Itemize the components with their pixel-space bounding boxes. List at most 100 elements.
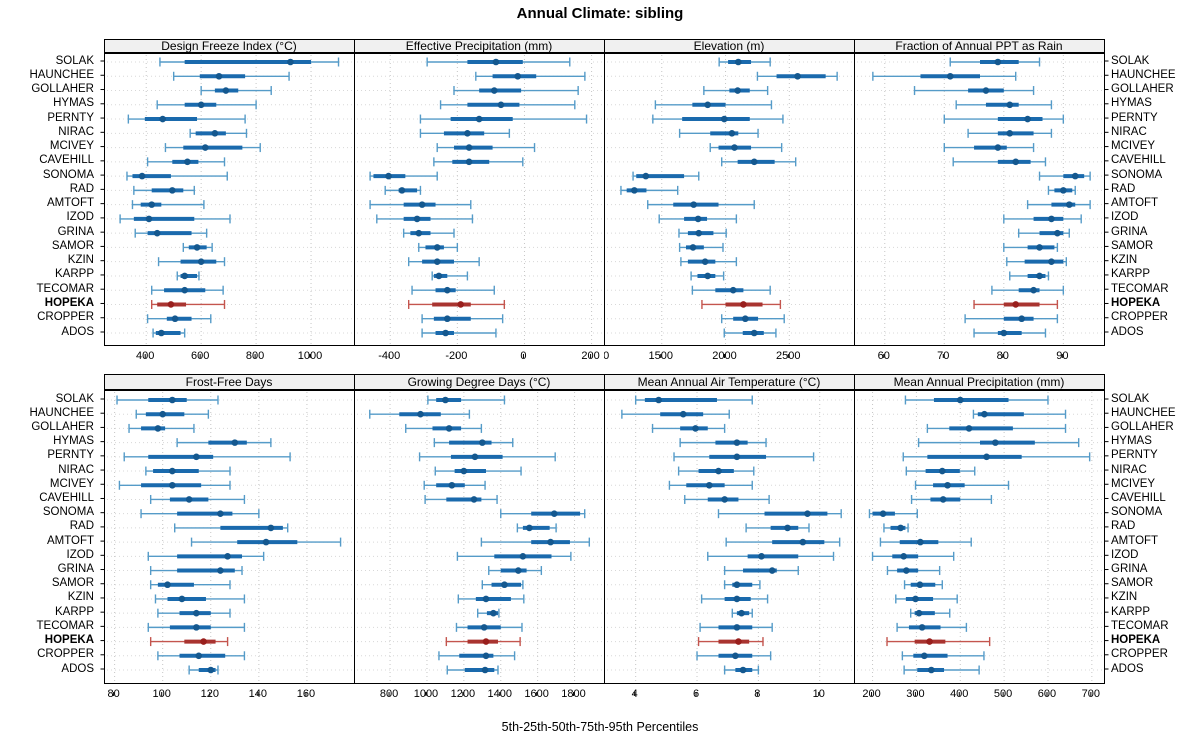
x-axis-tick-canvas xyxy=(144,354,311,358)
panel-elevation xyxy=(603,53,855,346)
x-tick-label: 1800 xyxy=(561,688,586,700)
median-dot xyxy=(465,144,472,151)
panel-title: Effective Precipitation (mm) xyxy=(405,39,553,53)
percentile-interval xyxy=(150,285,224,295)
x-tick-label: 1000 xyxy=(604,350,610,362)
x-axis-labels-mean-annual-air-temperature: 4 6 8 10 xyxy=(604,688,854,701)
percentile-interval xyxy=(926,423,1066,433)
panel-title: Frost-Free Days xyxy=(185,375,273,389)
percentile-interval xyxy=(677,228,727,238)
x-tick-label: 1600 xyxy=(524,688,549,700)
median-dot xyxy=(482,595,489,603)
median-dot xyxy=(154,425,161,432)
percentile-interval xyxy=(700,299,781,309)
panel-growing-degree-days xyxy=(353,390,605,684)
panel-design-freeze-index xyxy=(103,53,355,346)
median-dot xyxy=(163,581,171,589)
station-label-tecomar: TECOMAR xyxy=(36,619,95,632)
panel-strip-frost-free-days: Frost-Free Days xyxy=(103,374,355,390)
percentile-interval xyxy=(402,228,455,238)
percentile-interval xyxy=(154,594,245,604)
row-ticks-left-row0 xyxy=(100,53,105,346)
median-dot xyxy=(1065,201,1073,208)
station-label-samor: SAMOR xyxy=(1111,239,1154,252)
median-dot xyxy=(943,481,951,489)
x-axis-labels-growing-degree-days: 800 1000 1200 1400 1600 1800 xyxy=(354,688,604,701)
percentile-interval xyxy=(151,328,185,338)
median-dot xyxy=(982,87,989,94)
median-dot xyxy=(398,187,405,194)
x-tick-label: 60 xyxy=(877,350,890,362)
median-dot xyxy=(211,130,218,137)
x-tick-label: 1200 xyxy=(450,688,476,700)
percentile-interval xyxy=(476,608,500,618)
median-dot xyxy=(168,187,176,194)
x-tick-label: 300 xyxy=(906,688,925,700)
percentile-interval xyxy=(452,86,579,96)
panel-effective-precipitation xyxy=(353,53,605,346)
median-dot xyxy=(513,72,521,80)
station-label-hymas: HYMAS xyxy=(53,97,94,110)
station-label-cropper: CROPPER xyxy=(37,648,94,661)
percentile-interval xyxy=(173,523,288,533)
percentile-interval xyxy=(487,566,542,576)
chart-title: Annual Climate: sibling xyxy=(516,5,684,22)
percentile-interval xyxy=(634,395,753,405)
median-dot xyxy=(416,410,424,418)
percentile-interval xyxy=(697,637,764,647)
percentile-interval xyxy=(157,257,225,267)
station-label-amtoft: AMTOFT xyxy=(46,197,94,210)
median-dot xyxy=(206,666,214,674)
percentile-interval xyxy=(118,214,231,224)
median-dot xyxy=(413,215,420,223)
median-dot xyxy=(546,538,554,546)
median-dot xyxy=(965,425,972,432)
percentile-interval xyxy=(432,157,523,167)
x-axis-ticks-growing-degree-days xyxy=(354,684,604,696)
percentile-interval xyxy=(905,466,975,476)
station-label-kzin: KZIN xyxy=(1111,591,1138,604)
station-label-amtoft: AMTOFT xyxy=(1111,197,1159,210)
percentile-interval xyxy=(118,480,231,490)
median-dot xyxy=(728,130,735,137)
percentile-interval xyxy=(619,185,678,195)
x-tick-label: 80 xyxy=(107,688,120,700)
percentile-interval xyxy=(436,143,535,153)
percentile-interval xyxy=(868,509,918,519)
median-dot xyxy=(460,467,467,475)
x-tick-label: 1000 xyxy=(413,688,439,700)
percentile-interval xyxy=(879,537,972,547)
percentile-interval xyxy=(474,71,586,81)
station-label-samor: SAMOR xyxy=(51,239,94,252)
median-dot xyxy=(197,258,204,265)
percentile-interval xyxy=(952,157,1046,167)
percentile-interval xyxy=(199,86,272,96)
percentile-interval xyxy=(949,57,1040,67)
median-dot xyxy=(793,72,801,80)
median-dot xyxy=(448,481,455,489)
median-dot xyxy=(192,624,200,631)
percentile-interval xyxy=(417,242,458,252)
station-label-sonoma: SONOMA xyxy=(42,506,94,519)
x-axis-tick-canvas xyxy=(883,354,1063,358)
station-label-samor: SAMOR xyxy=(51,577,94,590)
station-label-haunchee: HAUNCHEE xyxy=(29,68,94,81)
x-axis-tick-canvas xyxy=(113,692,307,696)
x-axis-labels-design-freeze-index: 400 600 800 1000 xyxy=(104,350,354,363)
percentile-interval xyxy=(516,523,557,533)
x-axis-ticks-effective-precipitation xyxy=(354,346,604,358)
percentile-interval xyxy=(990,285,1064,295)
station-label-pernty: PERNTY xyxy=(47,449,94,462)
x-axis-ticks-mean-annual-precipitation xyxy=(854,684,1104,696)
percentile-interval xyxy=(1038,171,1091,181)
percentile-interval xyxy=(135,409,209,419)
median-dot xyxy=(783,524,791,532)
station-label-gollaher: GOLLAHER xyxy=(1111,83,1174,96)
station-label-grina: GRINA xyxy=(1111,563,1148,576)
median-dot xyxy=(490,87,498,94)
median-dot xyxy=(956,396,964,404)
median-dot xyxy=(689,201,697,208)
percentile-interval xyxy=(190,537,341,547)
median-dot xyxy=(147,201,155,208)
percentile-interval xyxy=(144,466,231,476)
